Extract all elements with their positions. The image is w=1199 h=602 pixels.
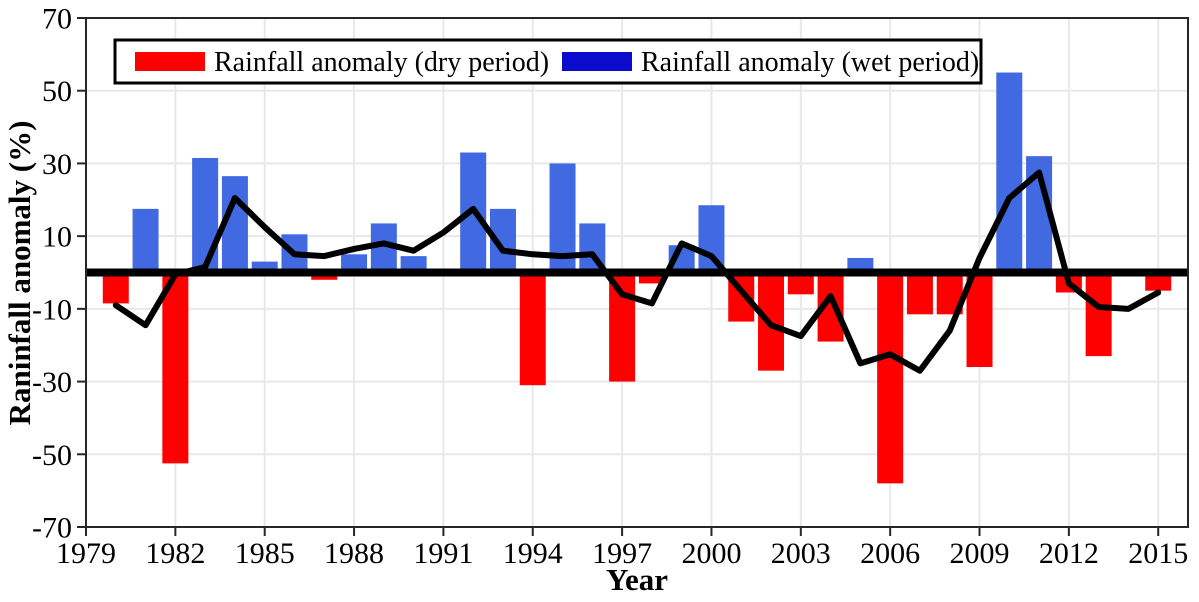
x-tick-label: 2012 xyxy=(1039,537,1099,570)
x-tick-label: 1982 xyxy=(145,537,205,570)
x-tick-label: 1988 xyxy=(324,537,384,570)
y-tick-label: -10 xyxy=(32,293,72,326)
legend-swatch-dry xyxy=(135,52,205,71)
bar-2015-dry xyxy=(1145,272,1172,291)
x-tick-label: 2015 xyxy=(1128,537,1188,570)
bar-2000-wet xyxy=(698,205,725,273)
bar-2003-dry xyxy=(787,272,814,295)
axis-ticks xyxy=(77,17,1160,536)
trend-line-layer xyxy=(112,169,1162,374)
legend-box xyxy=(113,38,983,85)
y-tick-label: 50 xyxy=(42,75,72,108)
y-axis-title: Raninfall anomaly (%) xyxy=(2,121,37,426)
y-tick-label: -50 xyxy=(32,439,72,472)
y-tick-label: 70 xyxy=(42,3,72,36)
bar-2009-dry xyxy=(966,272,993,368)
x-tick-label: 1994 xyxy=(503,537,563,570)
bar-2010-wet xyxy=(996,72,1023,273)
x-tick-label: 2003 xyxy=(771,537,831,570)
plot-frame xyxy=(85,17,1189,528)
legend-label-wet: Rainfall anomaly (wet period) xyxy=(641,47,979,78)
legend-swatch-wet xyxy=(562,52,632,71)
bar-1988-wet xyxy=(341,254,368,273)
x-tick-label: 1985 xyxy=(235,537,295,570)
bar-1980-dry xyxy=(102,272,129,304)
x-tick-label: 1979 xyxy=(56,537,116,570)
y-tick-label: -70 xyxy=(32,512,72,545)
x-tick-label: 1997 xyxy=(592,537,652,570)
trend-line xyxy=(112,169,1162,374)
bar-1983-wet xyxy=(192,157,219,273)
x-axis-title: Year xyxy=(606,562,668,597)
bar-1982-dry xyxy=(162,272,189,464)
bar-1990-wet xyxy=(400,256,427,273)
plot-frame-layer xyxy=(85,17,1189,528)
bar-2006-dry xyxy=(877,272,904,484)
bar-1981-wet xyxy=(132,208,159,273)
bar-1998-dry xyxy=(638,272,665,284)
y-tick-label: 10 xyxy=(42,221,72,254)
bar-1985-wet xyxy=(251,261,278,273)
bar-2007-dry xyxy=(906,272,933,315)
legend-label-dry: Rainfall anomaly (dry period) xyxy=(214,47,549,78)
bar-1994-dry xyxy=(519,272,546,386)
x-tick-label: 2009 xyxy=(950,537,1010,570)
x-tick-label: 1991 xyxy=(413,537,473,570)
bars-layer xyxy=(102,72,1172,484)
x-tick-label: 2000 xyxy=(681,537,741,570)
x-tick-label: 2006 xyxy=(860,537,920,570)
bar-1997-dry xyxy=(609,272,636,382)
bar-2013-dry xyxy=(1085,272,1112,357)
y-tick-label: -30 xyxy=(32,366,72,399)
legend: Rainfall anomaly (dry period) Rainfall a… xyxy=(113,38,983,85)
y-tick-label: 30 xyxy=(42,148,72,181)
